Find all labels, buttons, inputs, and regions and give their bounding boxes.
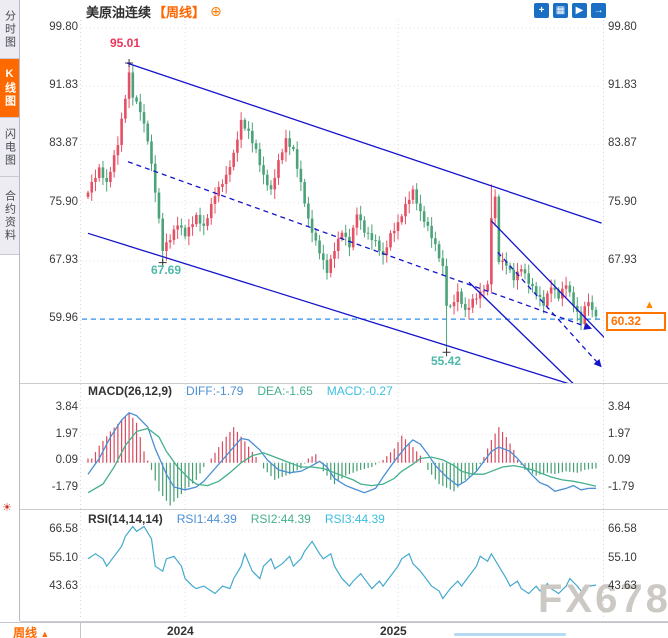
y-axis-tick: 3.84 xyxy=(55,401,78,413)
y-axis-tick: 43.63 xyxy=(49,580,78,592)
y-axis-tick: 91.83 xyxy=(49,79,78,92)
x-axis-scale-icon[interactable]: ▶ xyxy=(572,3,587,18)
y-axis-tick: 99.80 xyxy=(608,21,637,33)
rsi-header: RSI(14,14,14) RSI1:44.39 RSI2:44.39 RSI3… xyxy=(88,512,385,526)
y-axis-tick: 99.80 xyxy=(49,21,78,33)
y-axis-tick: 55.10 xyxy=(608,551,637,564)
y-axis-scale-icon[interactable]: ▦ xyxy=(553,3,568,18)
add-period-icon[interactable]: ⊕ xyxy=(210,2,222,19)
y-axis-tick: -1.79 xyxy=(608,481,635,494)
y-axis-tick: 83.87 xyxy=(49,137,78,150)
y-axis-tick: 55.10 xyxy=(49,551,78,564)
y-axis-tick: 0.09 xyxy=(608,454,631,467)
indicator-settings-icon[interactable]: ☀ xyxy=(2,502,12,514)
chevron-up-icon: ▲ xyxy=(40,629,50,638)
trendline-group[interactable] xyxy=(87,62,605,392)
macd-title: MACD(26,12,9) xyxy=(88,384,173,398)
year-label-2024: 2024 xyxy=(167,624,194,638)
footer-bar: 周线 ▲ 2024 2025 xyxy=(0,622,668,638)
annotation-low-1: 67.69 xyxy=(151,263,182,277)
y-axis-tick: 75.90 xyxy=(49,195,78,208)
year-label-2025: 2025 xyxy=(380,624,407,638)
period-selector[interactable]: 周线 ▲ xyxy=(13,626,50,638)
rsi1-value: RSI1:44.39 xyxy=(176,512,237,526)
y-axis-tick: 66.58 xyxy=(49,523,78,535)
annotation-high: 95.01 xyxy=(110,36,141,50)
sidebar-item-kline-chart[interactable]: K线图 xyxy=(0,59,19,118)
crosshair-icon[interactable]: + xyxy=(534,3,549,18)
y-axis-tick: 0.09 xyxy=(55,454,78,467)
y-axis-tick: 67.93 xyxy=(608,253,637,266)
y-axis-tick: 91.83 xyxy=(608,79,637,92)
macd-header: MACD(26,12,9) DIFF:-1.79 DEA:-1.65 MACD:… xyxy=(88,384,393,398)
rsi-plot xyxy=(87,525,597,600)
rsi3-value: RSI3:44.39 xyxy=(324,512,385,526)
chart-header: 美原油连续 【周线】 ⊕ xyxy=(86,2,222,20)
period-tag[interactable]: 【周线】 xyxy=(153,4,206,20)
sidebar: 分时图 K线图 闪电图 合约资料 xyxy=(0,0,20,621)
watermark: FX678 xyxy=(538,577,668,621)
exit-icon[interactable]: → xyxy=(591,3,606,18)
rsi2-value: RSI2:44.39 xyxy=(250,512,311,526)
macd-diff-value: DIFF:-1.79 xyxy=(186,384,244,398)
y-axis-tick: 1.97 xyxy=(608,427,631,440)
candlestick-series xyxy=(86,58,598,357)
y-axis-tick: 3.84 xyxy=(608,401,631,413)
price-marker-box: 60.32 xyxy=(606,312,666,331)
price-marker-arrow[interactable]: ▲ xyxy=(644,299,655,311)
footer-divider xyxy=(80,623,81,638)
y-axis-tick: 75.90 xyxy=(608,195,637,208)
macd-macd-value: MACD:-0.27 xyxy=(326,384,393,398)
grid xyxy=(20,20,668,622)
annotation-low-2: 55.42 xyxy=(431,354,462,368)
y-axis-tick: -1.79 xyxy=(51,481,78,494)
scrollbar-thumb[interactable] xyxy=(454,633,566,636)
y-axis-tick: 1.97 xyxy=(55,427,78,440)
y-axis-tick: 83.87 xyxy=(608,137,637,150)
rsi-title: RSI(14,14,14) xyxy=(88,512,163,526)
symbol-title: 美原油连续 xyxy=(86,4,152,20)
macd-dea-value: DEA:-1.65 xyxy=(257,384,313,398)
sidebar-item-time-chart[interactable]: 分时图 xyxy=(0,0,19,59)
y-axis-tick: 66.58 xyxy=(608,523,637,535)
sidebar-item-lightning-chart[interactable]: 闪电图 xyxy=(0,118,19,177)
macd-plot xyxy=(87,412,597,506)
toolbar: + ▦ ▶ → xyxy=(534,3,606,18)
sidebar-item-contract-info[interactable]: 合约资料 xyxy=(0,177,19,255)
y-axis-tick: 43.63 xyxy=(608,580,637,592)
y-axis-tick: 67.93 xyxy=(49,253,78,266)
y-axis-tick: 59.96 xyxy=(49,312,78,325)
